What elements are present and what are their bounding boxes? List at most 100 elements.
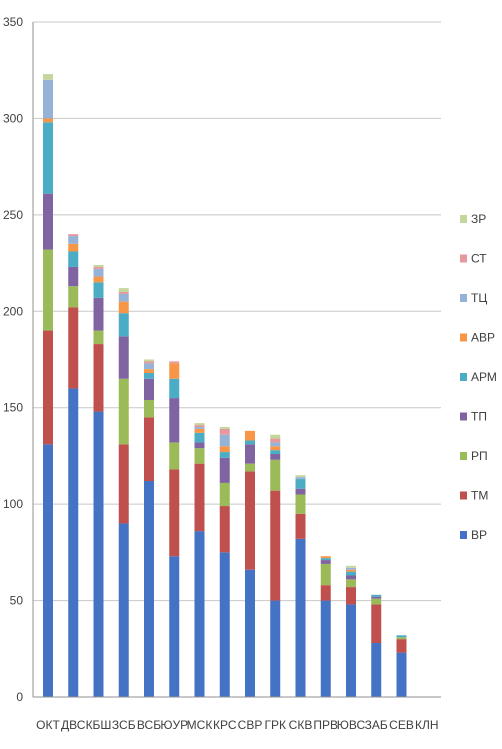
bar-СЕВ-ВР xyxy=(396,652,407,697)
bar-ЮВС-АВР xyxy=(346,569,356,572)
bar-ЮУР-ТП xyxy=(169,398,180,443)
bar-КБШ-ТП xyxy=(93,297,104,331)
bar-КРС-РП xyxy=(219,482,230,507)
bar-ЮУР-РП xyxy=(169,442,180,470)
bar-ДВС-АРМ xyxy=(68,251,79,267)
bar-КБШ-РП xyxy=(93,330,104,345)
bar-МСК-СТ xyxy=(194,425,205,427)
bar-КБШ-ТМ xyxy=(93,344,104,412)
x-tick-label-СКВ: СКВ xyxy=(289,718,313,732)
bar-ГРК-ТМ xyxy=(270,490,281,601)
bar-СКВ-ТЦ xyxy=(295,477,306,480)
y-tick-label-250: 250 xyxy=(3,208,23,222)
bar-ЮВС-АРМ xyxy=(346,571,356,576)
bar-ВСБ-ВР xyxy=(144,481,154,697)
bar-ПРВ-РП xyxy=(320,563,331,586)
bar-ОКТ-АВР xyxy=(43,118,53,123)
x-tick-label-МСК: МСК xyxy=(187,718,213,732)
y-tick-label-100: 100 xyxy=(3,497,23,511)
bar-СВР-ВР xyxy=(245,569,255,697)
legend: ЗР СТ ТЦ АВР АРМ ТП РП ТМ ВР xyxy=(460,212,497,542)
bar-ГРК-АРМ xyxy=(270,450,281,454)
y-tick-label-150: 150 xyxy=(3,401,23,415)
y-tick-label-0: 0 xyxy=(16,690,23,704)
x-tick-label-СЕВ: СЕВ xyxy=(389,718,414,732)
bars xyxy=(43,74,407,697)
bar-ВСБ-АВР xyxy=(144,369,154,373)
bar-ЗСБ-АРМ xyxy=(118,313,129,337)
bar-ОКТ-ВР xyxy=(43,444,53,697)
bar-ЮУР-АРМ xyxy=(169,378,180,399)
bar-ВСБ-РП xyxy=(144,400,154,418)
bar-ГРК-ВР xyxy=(270,600,281,697)
bar-СЕВ-РП xyxy=(396,637,407,640)
bar-ВСБ-АРМ xyxy=(144,373,154,379)
y-tick-label-50: 50 xyxy=(10,594,24,608)
bar-ЮУР-АВР xyxy=(169,363,180,379)
legend-swatch-СТ xyxy=(460,254,467,263)
bar-ГРК-ТП xyxy=(270,454,281,460)
legend-label-АВР: АВР xyxy=(471,331,495,345)
bar-СВР-ТМ xyxy=(245,471,255,570)
x-tick-label-ЮУР: ЮУР xyxy=(160,718,188,732)
x-tick-label-ГРК: ГРК xyxy=(265,718,287,732)
legend-swatch-РП xyxy=(460,452,467,460)
bar-СВР-РП xyxy=(245,463,255,472)
bar-ЮУР-ВР xyxy=(169,556,180,697)
bar-ПРВ-АВР xyxy=(320,556,331,559)
bar-ВСБ-ТП xyxy=(144,378,154,400)
legend-label-ВР: ВР xyxy=(471,528,487,542)
bar-СВР-АРМ xyxy=(245,440,255,445)
x-tick-label-СВР: СВР xyxy=(238,718,263,732)
bar-ПРВ-ВР xyxy=(320,600,331,697)
x-tick-label-ДВС: ДВС xyxy=(61,718,86,732)
legend-swatch-ТМ xyxy=(460,491,467,500)
bar-ГРК-ТЦ xyxy=(270,442,281,447)
bar-КБШ-АРМ xyxy=(93,282,104,298)
bar-СВР-ТП xyxy=(245,444,255,464)
bar-МСК-РП xyxy=(194,448,205,464)
bar-ЗАБ-РП xyxy=(371,598,382,605)
bar-ОКТ-ТП xyxy=(43,193,53,250)
bar-ЮУР-ТМ xyxy=(169,469,180,557)
legend-swatch-АВР xyxy=(460,333,467,342)
bar-СКВ-ТМ xyxy=(295,513,306,539)
x-tick-label-ОКТ: ОКТ xyxy=(36,718,60,732)
bar-ЗСБ-АВР xyxy=(118,301,129,314)
bar-ГРК-РП xyxy=(270,459,281,491)
x-tick-label-ВСБ: ВСБ xyxy=(137,718,161,732)
bar-ЮВС-РП xyxy=(346,579,356,588)
legend-label-ТЦ: ТЦ xyxy=(471,291,487,305)
bar-ДВС-ТЦ xyxy=(68,236,79,244)
legend-label-СТ: СТ xyxy=(471,252,487,266)
bar-ОКТ-ЗР xyxy=(43,74,53,80)
bar-ЗСБ-СТ xyxy=(118,292,129,294)
y-tick-label-200: 200 xyxy=(3,304,23,318)
bar-КРС-ТМ xyxy=(219,506,230,553)
bar-СВР-АВР xyxy=(245,430,255,441)
bar-ПРВ-ТП xyxy=(320,560,331,564)
bar-КБШ-ВР xyxy=(93,411,104,697)
legend-swatch-ТЦ xyxy=(460,294,467,302)
bar-ПРВ-ТМ xyxy=(320,585,331,601)
bar-МСК-ТЦ xyxy=(194,427,205,429)
bar-СКВ-ВР xyxy=(295,538,306,697)
bar-ЗАБ-АРМ xyxy=(371,594,382,597)
bar-ОКТ-АРМ xyxy=(43,122,53,194)
bar-МСК-АРМ xyxy=(194,432,205,443)
bar-ВСБ-ЗР xyxy=(144,359,154,362)
bar-КРС-ТЦ xyxy=(219,434,230,447)
bar-КРС-АРМ xyxy=(219,452,230,458)
legend-swatch-ВР xyxy=(460,531,467,539)
x-tick-label-КРС: КРС xyxy=(213,718,237,732)
bar-ЮВС-ТМ xyxy=(346,587,356,605)
legend-label-РП: РП xyxy=(471,449,488,463)
bar-МСК-АВР xyxy=(194,428,205,433)
y-axis-ticks: 0 50 100 150 200 250 300 350 xyxy=(3,15,23,704)
bar-СЕВ-АРМ xyxy=(396,635,407,638)
bar-СЕВ-ТМ xyxy=(396,639,407,653)
bar-ЗАБ-ТМ xyxy=(371,604,382,643)
x-tick-label-КБШ: КБШ xyxy=(86,718,112,732)
bar-ГРК-СТ xyxy=(270,438,281,443)
